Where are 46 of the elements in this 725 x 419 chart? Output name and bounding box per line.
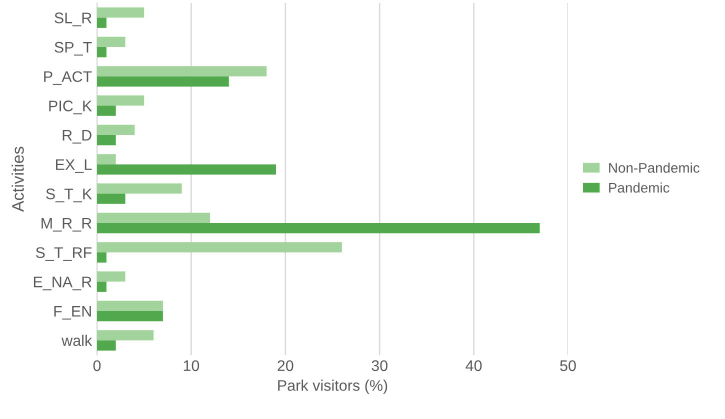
bar: [97, 7, 144, 18]
x-tick-label: 10: [184, 360, 200, 372]
bar: [97, 66, 267, 76]
y-tick-label: P_ACT: [44, 71, 92, 85]
bar: [97, 164, 276, 175]
bar: [97, 223, 540, 234]
y-tick-label: SP_T: [54, 42, 92, 56]
legend-label: Pandemic: [609, 182, 670, 193]
bar: [97, 95, 144, 106]
y-tick-label: M_R_R: [42, 218, 92, 232]
y-axis-title: Activities: [12, 146, 24, 212]
bar: [97, 106, 116, 116]
y-tick-label: S_T_K: [46, 188, 92, 202]
bar: [97, 300, 163, 311]
bar: [97, 282, 106, 292]
bar: [97, 47, 106, 58]
y-tick-label: F_EN: [54, 306, 91, 320]
y-tick-label: walk: [62, 334, 92, 346]
bar: [97, 242, 342, 252]
y-tick-label: SL_R: [54, 12, 92, 26]
bar: [97, 252, 106, 263]
x-tick-label: 0: [93, 360, 101, 372]
x-tick-label: 30: [372, 360, 388, 372]
x-axis-title: Park visitors (%): [278, 380, 388, 394]
bar: [97, 340, 116, 351]
x-tick-label: 40: [466, 360, 482, 372]
bar: [97, 154, 116, 164]
bar: [97, 36, 126, 47]
bar: [97, 183, 182, 194]
y-tick-label: S_T_RF: [36, 247, 92, 261]
bar: [97, 271, 126, 282]
y-tick-label: PIC_K: [49, 100, 92, 114]
y-tick-label: R_D: [62, 130, 92, 144]
y-tick-label: E_NA_R: [34, 276, 92, 290]
bar: [97, 194, 126, 204]
bar: [97, 18, 106, 28]
bar: [97, 212, 210, 223]
y-tick-label: EX_L: [56, 159, 92, 173]
bar: [97, 124, 135, 135]
x-tick-label: 20: [278, 360, 294, 372]
legend-label: Non-Pandemic: [609, 162, 700, 173]
bar: [97, 135, 116, 146]
bar: [97, 311, 163, 322]
bar: [97, 330, 154, 340]
x-tick-label: 50: [560, 360, 576, 372]
bar: [97, 76, 229, 87]
